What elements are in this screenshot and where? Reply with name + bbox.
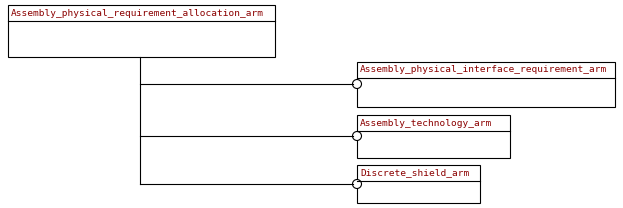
Text: Assembly_technology_arm: Assembly_technology_arm [360, 119, 492, 128]
Circle shape [353, 79, 361, 88]
Circle shape [353, 180, 361, 188]
Bar [357, 115, 510, 158]
Bar [357, 62, 615, 107]
Bar [357, 165, 480, 203]
Text: Assembly_physical_interface_requirement_arm: Assembly_physical_interface_requirement_… [360, 66, 607, 74]
Circle shape [353, 131, 361, 140]
Text: Discrete_shield_arm: Discrete_shield_arm [360, 168, 469, 177]
Text: Assembly_physical_requirement_allocation_arm: Assembly_physical_requirement_allocation… [11, 9, 264, 17]
Bar [8, 5, 275, 57]
